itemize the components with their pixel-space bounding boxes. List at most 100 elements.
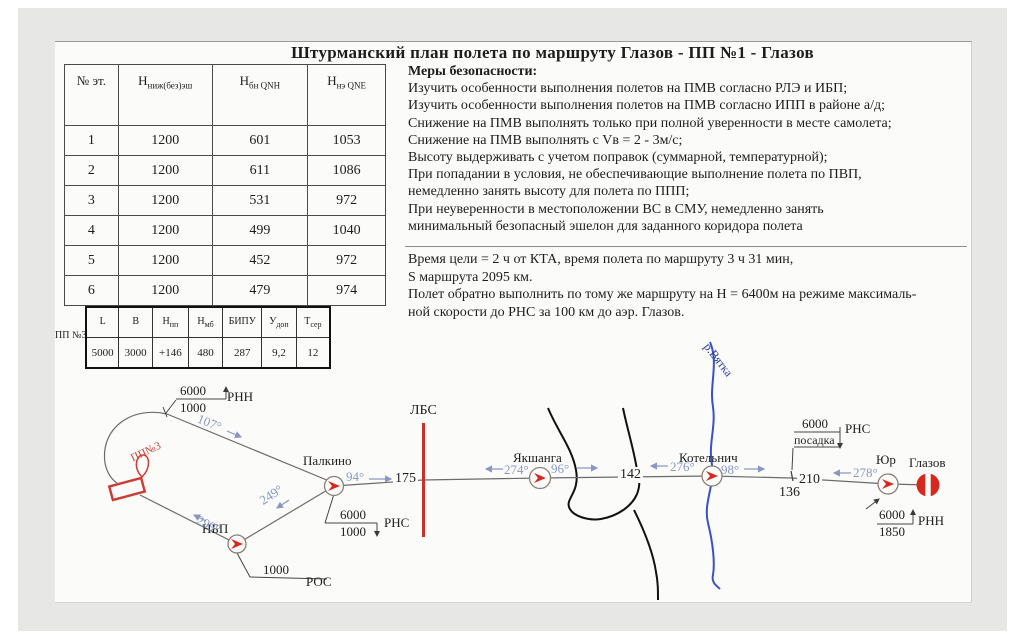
bracket-line: [791, 447, 794, 471]
course-arrow: [192, 514, 207, 522]
altitude-value: 6000: [879, 507, 905, 522]
cell: +146: [152, 337, 189, 369]
route-diagram: [103, 341, 940, 601]
col-header: Нбн QNH: [211, 64, 309, 126]
cell: 2: [64, 155, 119, 186]
waypoint-label-yur: Юр: [876, 452, 896, 467]
waypoint-nbp: [227, 534, 247, 554]
waypoint-label-nbp: НБП: [202, 521, 229, 536]
target-rectangle: [107, 476, 147, 502]
river-vyatka-line: [705, 341, 721, 590]
cell: 1200: [117, 215, 213, 246]
distance-label-210: 210: [797, 472, 822, 488]
distance-label-142: 142: [618, 467, 643, 483]
bracket-line: [324, 493, 335, 524]
cell: 479: [211, 275, 309, 306]
waypoint-kotelnich: [701, 465, 723, 487]
loop-path: [103, 411, 168, 484]
cell: 1200: [117, 185, 213, 216]
bracket-line: [236, 552, 251, 578]
safety-line: При попадании в условия, не обеспечивающ…: [408, 167, 862, 183]
altitude-value: 6000: [340, 507, 366, 522]
airport-glazov-symbol: [916, 473, 940, 497]
route-tick: [790, 470, 794, 482]
course-label-96: 96°: [551, 461, 570, 476]
radio-aid-label: РОС: [306, 574, 332, 589]
notes-line: Полет обратно выполнить по тому же маршр…: [408, 287, 917, 302]
altitude-value: 6000: [180, 383, 206, 398]
col-header: Нпп: [152, 306, 189, 338]
safety-line: Снижение на ПМВ выполнять с Vв = 2 - 3м/…: [408, 132, 683, 148]
altitude-value: 1000: [340, 524, 366, 539]
cell: 611: [211, 155, 309, 186]
cell: 452: [211, 245, 309, 276]
pp3-table-label: ПП №3: [55, 330, 87, 341]
bracket-line: [865, 498, 880, 510]
altitude-value: 1000: [263, 562, 289, 577]
leg-107: [166, 413, 335, 484]
course-arrow: [226, 430, 243, 438]
waypoint-label-palkino: Палкино: [303, 453, 352, 468]
cell: 12: [295, 337, 331, 369]
cell: 5000: [85, 337, 120, 369]
waypoint-yur: [877, 473, 899, 495]
mission-notes-block: Время цели = 2 ч от КТА, время полета по…: [408, 251, 970, 321]
col-header: Нмб: [187, 306, 224, 338]
safety-line: При неуверенности в местоположении ВС в …: [408, 201, 824, 217]
safety-line: Снижение на ПМВ выполнять только при пол…: [408, 115, 892, 131]
notes-line: Время цели = 2 ч от КТА, время полета по…: [408, 252, 794, 267]
cell: 3: [64, 185, 119, 216]
landing-label: посадка: [794, 433, 835, 447]
river-black-line: [633, 509, 659, 601]
distance-label-136: 136: [777, 485, 802, 501]
cell: 1200: [117, 155, 213, 186]
col-header: Нниж(без)эш: [117, 64, 213, 126]
notes-line: ной скорости до РНС за 100 км до аэр. Гл…: [408, 304, 685, 320]
table-row: 6 1200 479 974: [64, 275, 386, 306]
course-label-278: 278°: [853, 465, 878, 480]
safety-heading: Меры безопасности:: [408, 64, 538, 79]
table-row: 5 1200 452 972: [64, 245, 386, 276]
page-title: Штурманский план полета по маршруту Глаз…: [291, 43, 814, 62]
table-row: 5000 3000 +146 480 287 9,2 12: [85, 337, 331, 369]
course-label-98: 98°: [721, 462, 740, 477]
leg-299: [139, 494, 238, 545]
waypoint-label-yakshanga: Якшанга: [513, 450, 562, 465]
radio-aid-label: РНС: [845, 421, 871, 436]
safety-line: Изучить особенности выполнения полетов н…: [408, 98, 885, 114]
col-header: L: [85, 306, 120, 338]
cell: 974: [307, 275, 386, 306]
col-header: Ннэ QNE: [307, 64, 386, 126]
safety-line: Изучить особенности выполнения полетов н…: [408, 81, 848, 97]
cell: 6: [64, 275, 119, 306]
waypoint-label-kotelnich: Котельнич: [679, 450, 738, 465]
radio-aid-label: РНН: [918, 513, 945, 528]
col-header: № эт.: [64, 64, 119, 126]
table-header-row: L B Нпп Нмб БИПУ Удоп Тсер: [85, 306, 331, 338]
table-row: 4 1200 499 1040: [64, 215, 386, 246]
table-row: 2 1200 611 1086: [64, 155, 386, 186]
col-header: БИПУ: [222, 306, 263, 338]
notes-line: S маршрута 2095 км.: [408, 269, 533, 285]
pp3-table: L B Нпп Нмб БИПУ Удоп Тсер 5000 3000 +14…: [85, 306, 331, 369]
bracket-line: [165, 399, 177, 414]
radio-aid-label: РНС: [384, 515, 410, 530]
table-header-row: № эт. Нниж(без)эш Нбн QNH Ннэ QNE: [64, 64, 386, 126]
cell: 972: [307, 185, 386, 216]
loop-tick: [162, 406, 168, 418]
cell: 5: [64, 245, 119, 276]
table-row: 3 1200 531 972: [64, 185, 386, 216]
levels-table: № эт. Нниж(без)эш Нбн QNH Ннэ QNE 1 1200 6…: [64, 64, 386, 306]
safety-line: немедленно занять высоту для полета по П…: [408, 184, 690, 200]
course-label-276: 276°: [670, 459, 695, 474]
cell: 601: [211, 125, 309, 156]
bracket-line: [249, 576, 328, 580]
course-label-94: 94°: [346, 469, 365, 484]
course-label-274: 274°: [504, 462, 529, 477]
col-header: B: [118, 306, 154, 338]
altitude-value: 1000: [180, 400, 206, 415]
col-header: Тсер: [295, 306, 331, 338]
cell: 1053: [307, 125, 386, 156]
col-header: Удоп: [261, 306, 297, 338]
cell: 499: [211, 215, 309, 246]
